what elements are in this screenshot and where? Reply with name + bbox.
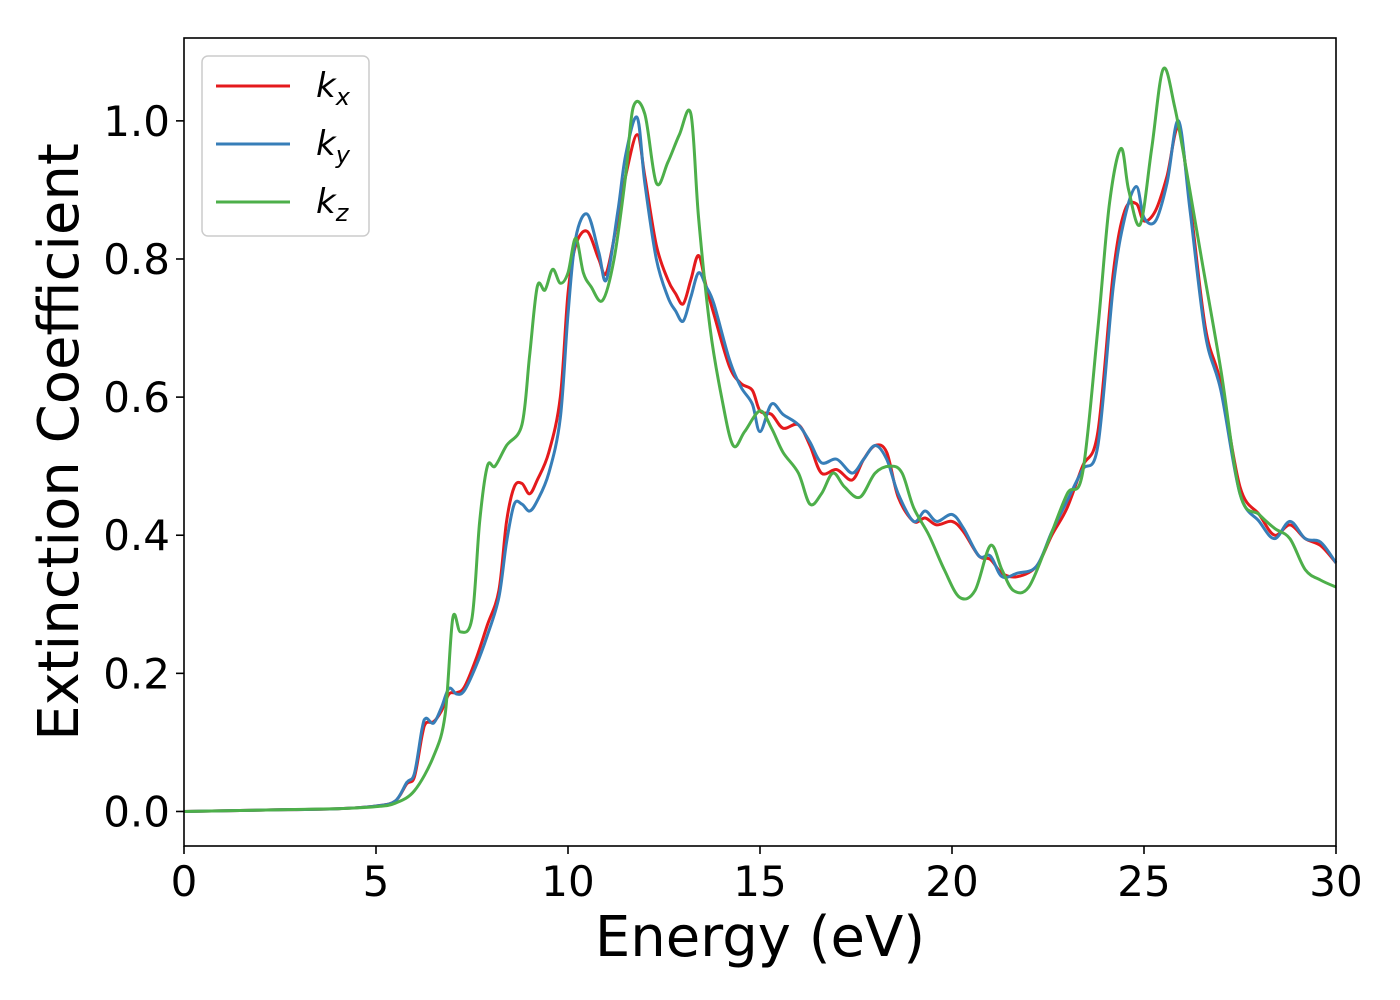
- y-tick-label: 0.0: [103, 787, 170, 836]
- series-lines: [183, 66, 1338, 813]
- series-line-k-z: [183, 66, 1337, 813]
- plot-area: [184, 38, 1336, 846]
- y-tick-label: 0.4: [103, 511, 170, 560]
- legend-box: [201, 55, 370, 237]
- y-tick-label: 0.6: [103, 373, 170, 422]
- y-tick-label: 0.8: [103, 235, 170, 284]
- legend-label-base: k: [316, 124, 337, 164]
- legend-label-subscript: z: [335, 199, 350, 227]
- x-tick-label: 25: [1117, 857, 1170, 906]
- legend-label-subscript: x: [335, 83, 351, 111]
- series-line-k-x: [183, 126, 1338, 813]
- legend-label-x: kx: [316, 66, 351, 111]
- y-axis-ticks: 0.0 0.2 0.4 0.6 0.8 1.0: [103, 97, 184, 836]
- x-tick-label: 0: [171, 857, 198, 906]
- y-tick-label: 1.0: [103, 97, 170, 146]
- legend-label-base: k: [316, 66, 337, 106]
- plot-frame: [183, 37, 1337, 847]
- x-axis-label: Energy (eV): [595, 905, 925, 970]
- x-tick-label: 30: [1309, 857, 1362, 906]
- y-axis-label: Extinction Coefficient: [27, 143, 92, 741]
- x-tick-label: 20: [925, 857, 978, 906]
- y-tick-label: 0.2: [103, 649, 170, 698]
- x-axis-ticks: 0 5 10 15 20 25 30: [171, 846, 1363, 906]
- legend-label-y: ky: [316, 124, 351, 169]
- legend-label-base: k: [316, 182, 337, 222]
- x-tick-label: 10: [541, 857, 594, 906]
- x-tick-label: 5: [363, 857, 390, 906]
- x-tick-label: 15: [733, 857, 786, 906]
- legend-label-z: kz: [316, 182, 350, 227]
- legend-label-subscript: y: [335, 141, 351, 169]
